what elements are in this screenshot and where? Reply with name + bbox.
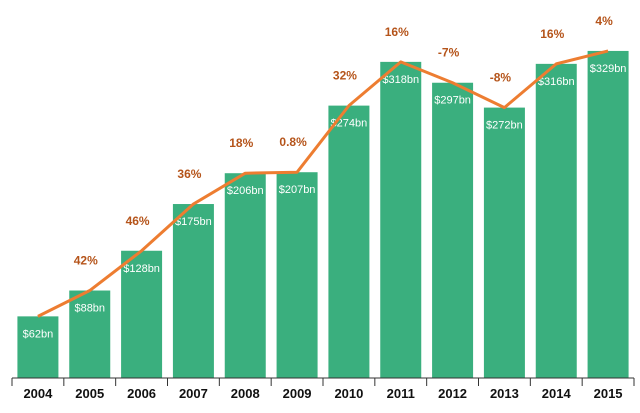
bars-group	[17, 50, 629, 379]
growth-line-group	[37, 49, 609, 318]
bar-value-label-2012: $297bn	[434, 95, 471, 107]
growth-label-2007: 36%	[177, 167, 201, 181]
growth-labels-group: 42% 46% 36% 18% 0.8% 32% 16% -7% -8% 16% 4%	[74, 14, 613, 268]
bar-value-label-2007: $175bn	[175, 216, 212, 228]
x-tick-label-2007: 2007	[179, 386, 208, 401]
bar-value-label-2009: $207bn	[279, 184, 316, 196]
x-axis: 2004 2005 2006 2007 2008 2009 2010 2011 2012 2013…	[11, 377, 635, 401]
bar-2008	[224, 173, 266, 378]
bar-labels-group: $62bn $88bn $128bn $175bn $206bn $207bn $274bn…	[23, 63, 627, 340]
bar-2005	[69, 290, 111, 378]
bar-value-label-2015: $329bn	[590, 63, 627, 75]
bar-value-label-2013: $272bn	[486, 120, 523, 132]
growth-label-2012: -7%	[438, 46, 460, 60]
x-tick-label-2009: 2009	[283, 386, 312, 401]
bar-2011	[380, 61, 422, 379]
bar-2015	[587, 50, 629, 378]
growth-label-2005: 42%	[74, 254, 98, 268]
x-tick-label-2013: 2013	[490, 386, 519, 401]
x-tick-label-2006: 2006	[127, 386, 156, 401]
x-tick-label-2004: 2004	[23, 386, 53, 401]
bar-value-label-2005: $88bn	[74, 303, 105, 315]
bar-2013	[483, 107, 525, 378]
growth-line	[37, 49, 609, 318]
bar-value-label-2006: $128bn	[123, 263, 160, 275]
growth-label-2014: 16%	[540, 27, 564, 41]
bar-value-label-2004: $62bn	[23, 328, 54, 340]
growth-label-2011: 16%	[385, 25, 409, 39]
x-tick-label-2011: 2011	[387, 386, 415, 401]
x-tick-label-2010: 2010	[334, 386, 363, 401]
growth-label-2013: -8%	[490, 71, 512, 85]
growth-label-2010: 32%	[333, 69, 357, 83]
x-tick-label-2014: 2014	[542, 386, 572, 401]
growth-label-2009: 0.8%	[279, 135, 307, 149]
bar-value-label-2014: $316bn	[538, 76, 575, 88]
x-tick-label-2008: 2008	[231, 386, 260, 401]
growth-label-2006: 46%	[126, 214, 150, 228]
growth-label-2008: 18%	[229, 136, 253, 150]
x-tick-label-2005: 2005	[75, 386, 104, 401]
bar-value-label-2011: $318bn	[382, 74, 419, 86]
bar-value-label-2008: $206bn	[227, 185, 264, 197]
bar-2012	[432, 82, 474, 378]
growth-label-2015: 4%	[595, 14, 613, 28]
bar-2010	[328, 105, 370, 379]
bar-2014	[535, 63, 577, 378]
bar-2004	[17, 316, 59, 378]
bar-value-label-2010: $274bn	[331, 118, 368, 130]
bar-2007	[172, 204, 214, 378]
bar-2006	[121, 250, 163, 378]
x-tick-label-2012: 2012	[438, 386, 467, 401]
bar-2009	[276, 172, 318, 378]
x-tick-label-2015: 2015	[594, 386, 623, 401]
